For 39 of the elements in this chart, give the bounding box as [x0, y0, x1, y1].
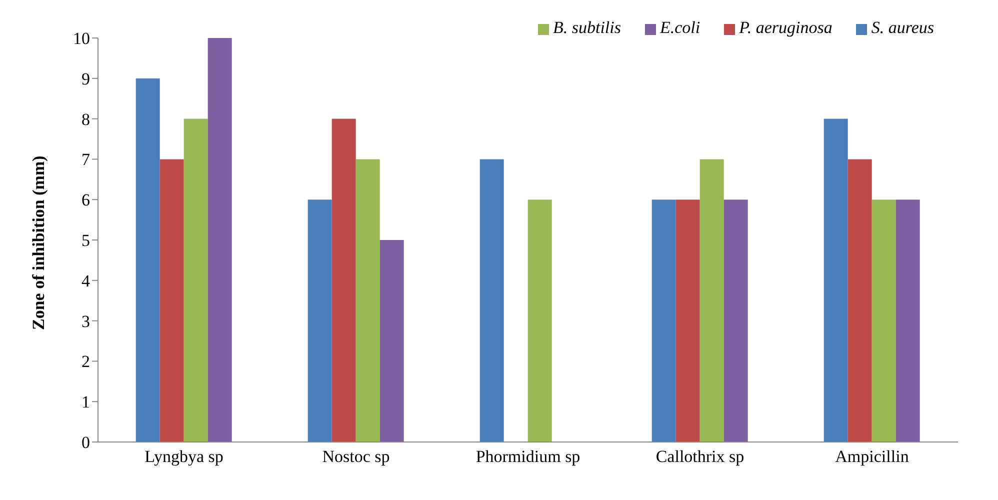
bar	[332, 118, 356, 442]
y-tick-label: 5	[82, 231, 90, 250]
legend-label: P. aeruginosa	[739, 18, 832, 37]
bar	[356, 159, 380, 442]
y-tick-label: 6	[82, 190, 90, 210]
y-tick-label: 9	[82, 69, 90, 88]
x-tick-label: Phormidium sp	[476, 447, 580, 466]
bar	[724, 200, 748, 442]
y-tick-label: 8	[82, 110, 90, 129]
x-tick-label: Nostoc sp	[322, 447, 390, 466]
x-tick-label: Lyngbya sp	[144, 447, 224, 466]
bar	[700, 159, 724, 442]
x-tick-label: Callothrix sp	[656, 447, 744, 466]
bar	[480, 159, 504, 442]
legend-label: S. aureus	[871, 18, 934, 37]
y-tick-label: 10	[73, 29, 90, 48]
bar	[528, 200, 552, 442]
bar	[872, 200, 896, 442]
bar	[848, 159, 872, 442]
bar	[184, 118, 208, 442]
legend-label: E.coli	[660, 18, 700, 37]
y-tick-label: 1	[82, 392, 90, 412]
y-tick-label: 7	[82, 150, 90, 170]
y-tick-label: 0	[82, 433, 90, 452]
bar	[208, 38, 232, 442]
y-tick-label: 4	[82, 271, 90, 290]
bar	[160, 159, 184, 442]
x-tick-label: Ampicillin	[835, 447, 910, 466]
y-axis-title: Zone of inhibition (mm)	[29, 156, 48, 330]
legend-label: B. subtilis	[552, 18, 621, 37]
bar	[824, 118, 848, 442]
bar	[676, 200, 700, 442]
bar	[896, 200, 920, 442]
bar	[652, 200, 676, 442]
bar	[380, 240, 404, 442]
bar	[136, 78, 160, 442]
bar	[308, 200, 332, 442]
y-tick-label: 2	[82, 352, 90, 372]
y-tick-label: 3	[82, 312, 90, 331]
